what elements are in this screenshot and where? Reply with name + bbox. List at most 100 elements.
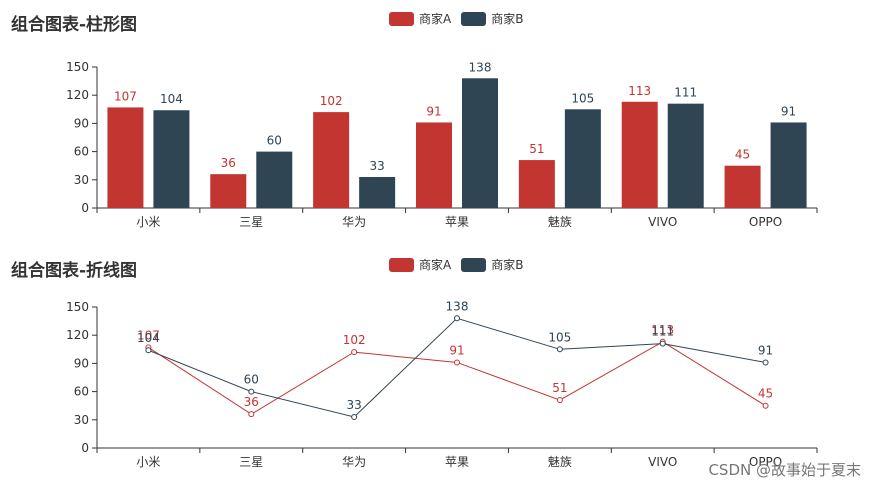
data-label-series-b: 104 (137, 331, 160, 345)
data-label-series-a: 36 (221, 156, 236, 170)
y-tick-label: 120 (66, 88, 89, 102)
bar-series-a (621, 101, 658, 208)
data-label-series-b: 91 (781, 104, 796, 118)
legend-item-series-b[interactable]: 商家B (461, 10, 523, 27)
bar-series-a (107, 107, 144, 208)
point-series-b (659, 340, 666, 347)
point-series-b (248, 388, 255, 395)
data-label-series-a: 102 (320, 94, 343, 108)
x-tick-label: 苹果 (445, 215, 469, 229)
bar-chart-panel: 组合图表-柱形图 商家A 商家B 0 30 60 90 120 150 小米 三星 华为 苹果 魅族… (0, 0, 877, 240)
point-series-b (556, 346, 563, 353)
data-label-series-a: 51 (552, 381, 567, 395)
point-series-b (454, 315, 460, 322)
legend-label-series-b: 商家B (491, 12, 524, 26)
legend-label-series-a: 商家A (419, 12, 452, 26)
x-tick-label: 小米 (136, 215, 160, 229)
x-tick-label: VIVO (648, 215, 677, 229)
line-chart-plot: 0 30 60 90 120 150 小米 三星 华为 苹果 魅族 VIVO OPPO 107 36 102 9… (66, 299, 818, 469)
data-label-series-a: 45 (758, 387, 773, 401)
point-series-a (556, 397, 563, 404)
data-label-series-b: 105 (548, 330, 571, 344)
point-series-a (351, 349, 358, 356)
data-label-series-b: 60 (244, 373, 259, 387)
bar-series-b (667, 103, 704, 208)
x-tick-label: 三星 (239, 455, 263, 469)
data-label-series-a: 102 (343, 333, 366, 347)
data-label-series-b: 60 (267, 134, 282, 148)
line-chart-title: 组合图表-折线图 (11, 261, 138, 281)
data-label-series-b: 138 (446, 299, 469, 313)
y-tick-label: 150 (66, 60, 89, 74)
data-label-series-a: 107 (114, 89, 137, 103)
legend-item-series-a[interactable]: 商家A (389, 256, 451, 273)
data-label-series-b: 104 (160, 92, 183, 106)
bar-chart-legend[interactable]: 商家A 商家B (389, 10, 533, 27)
y-tick-label: 30 (74, 413, 89, 427)
x-tick-label: 魅族 (548, 454, 572, 469)
legend-item-series-a[interactable]: 商家A (389, 10, 451, 27)
bar-chart-title: 组合图表-柱形图 (11, 15, 138, 35)
x-tick-label: OPPO (749, 215, 782, 229)
bar-series-a (518, 160, 555, 208)
x-tick-label: 三星 (239, 215, 263, 229)
y-tick-label: 60 (74, 145, 89, 159)
legend-swatch-series-a (389, 257, 414, 272)
y-tick-label: 30 (74, 173, 89, 187)
bar-chart-plot: 0 30 60 90 120 150 小米 三星 华为 苹果 魅族 VIVO OPPO 107 104 36 6… (66, 60, 818, 229)
bar-series-a (210, 174, 247, 208)
y-tick-label: 120 (66, 328, 89, 342)
legend-swatch-series-b (461, 257, 487, 272)
y-tick-label: 0 (81, 441, 89, 455)
legend-label-series-a: 商家A (419, 258, 452, 272)
bar-series-b (770, 122, 807, 208)
data-label-series-a: 113 (651, 323, 674, 337)
x-tick-label: 华为 (342, 215, 366, 229)
x-tick-label: 魅族 (548, 214, 572, 229)
data-label-series-b: 33 (347, 398, 362, 412)
bar-series-b (359, 176, 396, 208)
y-tick-label: 90 (74, 116, 89, 130)
point-series-b (145, 347, 152, 354)
data-label-series-a: 51 (529, 142, 544, 156)
line-chart-panel: 组合图表-折线图 商家A 商家B 0 30 60 90 120 150 小米 三星 华为 苹果 魅族… (0, 246, 877, 486)
data-label-series-a: 36 (244, 395, 259, 409)
data-label-series-b: 91 (758, 343, 773, 357)
x-tick-label: 华为 (342, 455, 366, 469)
y-tick-label: 60 (74, 385, 89, 399)
x-tick-label: VIVO (648, 455, 677, 469)
legend-swatch-series-b (461, 11, 487, 26)
x-tick-label: OPPO (749, 455, 782, 469)
bar-series-a (724, 165, 761, 208)
data-label-series-a: 113 (628, 84, 651, 98)
legend-item-series-b[interactable]: 商家B (461, 256, 523, 273)
watermark: CSDN @故事始于夏末 (708, 461, 861, 479)
legend-swatch-series-a (389, 11, 414, 26)
point-series-a (454, 359, 460, 366)
point-series-a (762, 402, 769, 409)
x-tick-label: 苹果 (445, 455, 469, 469)
bar-series-a (313, 112, 350, 208)
line-chart-legend[interactable]: 商家A 商家B (389, 256, 533, 273)
data-label-series-b: 105 (571, 91, 594, 105)
point-series-a (248, 411, 255, 418)
data-label-series-a: 91 (426, 104, 441, 118)
point-series-b (762, 359, 769, 366)
x-tick-label: 小米 (136, 455, 160, 469)
bar-series-b (153, 110, 190, 208)
y-tick-label: 150 (66, 300, 89, 314)
y-tick-label: 0 (81, 201, 89, 215)
y-tick-label: 90 (74, 356, 89, 370)
data-label-series-a: 91 (449, 343, 464, 357)
bar-series-b (256, 151, 293, 208)
bar-series-a (416, 122, 452, 208)
data-label-series-a: 45 (735, 148, 750, 162)
bar-series-b (462, 78, 498, 208)
legend-label-series-b: 商家B (491, 258, 524, 272)
bar-series-b (564, 109, 601, 208)
data-label-series-b: 33 (370, 159, 385, 173)
data-label-series-b: 111 (674, 86, 697, 100)
point-series-b (351, 413, 358, 420)
data-label-series-a: 107 (137, 328, 160, 342)
data-label-series-b: 138 (469, 60, 492, 74)
